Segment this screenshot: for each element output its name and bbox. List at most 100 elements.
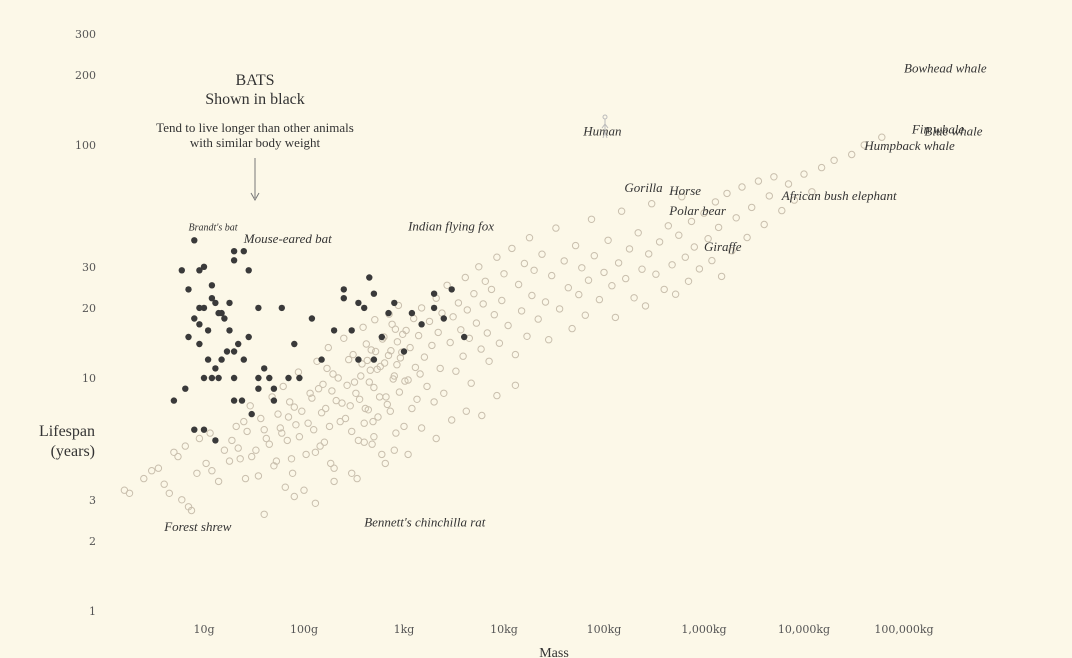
data-point	[675, 231, 683, 239]
bat-data-point	[212, 299, 219, 307]
bat-data-point	[230, 374, 238, 382]
bat-data-point	[245, 333, 252, 341]
x-tick-label: 10g	[193, 623, 214, 636]
data-point	[446, 338, 454, 347]
data-point	[472, 319, 481, 327]
data-point	[581, 311, 589, 319]
data-point	[600, 268, 608, 277]
data-point	[660, 285, 668, 294]
data-point	[402, 326, 410, 335]
data-point	[302, 450, 310, 459]
bat-data-point	[223, 348, 231, 355]
data-point	[434, 328, 442, 337]
data-point	[290, 403, 298, 411]
bat-data-point	[261, 365, 268, 372]
data-point	[202, 459, 210, 468]
data-point	[541, 298, 550, 306]
bat-data-point	[218, 356, 225, 363]
data-point	[454, 299, 463, 307]
bat-data-point	[208, 282, 216, 289]
bat-data-point	[278, 304, 285, 312]
data-point	[391, 325, 400, 333]
data-point	[272, 457, 281, 465]
bat-data-point	[230, 397, 238, 404]
data-point	[260, 510, 268, 518]
data-point	[350, 378, 359, 386]
animal-label: Bowhead whale	[904, 60, 987, 75]
data-point	[808, 188, 816, 196]
data-point	[555, 305, 564, 313]
data-point	[366, 366, 374, 374]
data-point	[622, 274, 630, 283]
data-point	[187, 506, 196, 515]
data-point	[328, 387, 336, 395]
data-point	[461, 273, 469, 282]
bat-data-point	[196, 267, 203, 274]
bat-data-point	[200, 304, 208, 312]
data-point	[830, 156, 838, 165]
data-point	[234, 444, 242, 452]
data-point	[478, 411, 486, 420]
bat-data-point	[440, 315, 447, 322]
bat-data-point	[230, 348, 238, 355]
bat-data-point	[355, 299, 362, 307]
data-point	[330, 477, 338, 486]
data-point	[878, 133, 886, 141]
data-point	[552, 224, 560, 232]
data-point	[420, 353, 429, 361]
data-point	[401, 377, 409, 385]
bat-data-point	[178, 267, 185, 274]
y-tick-label: 2	[89, 535, 96, 548]
bat-data-point	[230, 257, 238, 264]
data-point	[120, 486, 129, 494]
data-point	[208, 467, 216, 475]
data-point	[568, 324, 576, 333]
data-point	[778, 206, 786, 215]
data-point	[714, 223, 723, 232]
data-point	[193, 469, 201, 477]
data-point	[225, 457, 234, 465]
data-point	[382, 393, 390, 401]
data-point	[534, 315, 542, 323]
data-point	[378, 450, 386, 459]
data-point	[754, 177, 763, 185]
data-point	[178, 496, 186, 504]
data-point	[363, 356, 371, 365]
bat-data-point	[240, 356, 247, 363]
data-point	[349, 350, 357, 359]
data-point	[571, 241, 580, 250]
data-point	[717, 272, 726, 281]
bat-data-point	[191, 237, 198, 244]
data-point	[800, 170, 808, 178]
data-point	[614, 259, 623, 267]
data-point	[399, 330, 407, 338]
data-point	[648, 200, 656, 208]
data-point	[348, 469, 356, 477]
bat-data-point	[308, 315, 316, 322]
data-point	[440, 389, 448, 397]
data-point	[353, 474, 361, 483]
data-point	[148, 467, 156, 475]
bat-data-point	[208, 374, 216, 382]
data-point	[668, 261, 676, 269]
data-point	[383, 400, 391, 409]
animal-label: Fin whale	[911, 122, 965, 137]
data-point	[325, 422, 334, 431]
data-point	[317, 409, 326, 417]
data-point	[352, 389, 360, 397]
bat-data-point	[378, 333, 385, 341]
data-point	[206, 429, 214, 437]
data-point	[625, 245, 634, 253]
data-point	[300, 486, 308, 494]
data-point	[311, 448, 320, 456]
animal-label: Bennett's chinchilla rat	[364, 515, 486, 530]
data-point	[417, 424, 426, 432]
data-point	[165, 489, 174, 497]
data-point	[770, 173, 778, 181]
data-point	[530, 266, 538, 274]
bat-data-point	[191, 315, 198, 322]
data-point	[294, 368, 303, 376]
animal-label: Blue whale	[924, 123, 982, 138]
data-point	[611, 313, 620, 322]
